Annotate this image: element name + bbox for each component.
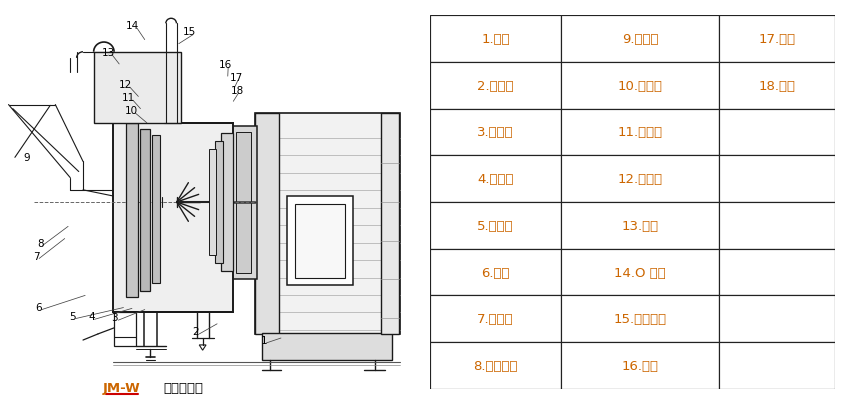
Bar: [719, 249, 835, 296]
Bar: [430, 202, 561, 249]
Text: 18: 18: [231, 86, 244, 96]
Bar: [430, 109, 561, 156]
Bar: [430, 249, 561, 296]
Text: 16: 16: [219, 60, 233, 70]
Text: 5: 5: [69, 311, 76, 321]
Text: 14.O 型圈: 14.O 型圈: [615, 266, 666, 279]
Text: 3.排漏口: 3.排漏口: [477, 126, 514, 139]
Bar: [719, 109, 835, 156]
Text: 8: 8: [37, 238, 44, 248]
Bar: [113, 124, 233, 312]
Bar: [719, 63, 835, 109]
Text: 9.加料攷: 9.加料攷: [622, 33, 658, 46]
Bar: [561, 16, 719, 63]
Text: 7.调节盘: 7.调节盘: [477, 312, 514, 326]
Text: 12.静磨盘: 12.静磨盘: [618, 173, 663, 186]
Bar: [430, 156, 561, 202]
Bar: [126, 124, 137, 298]
Text: 7: 7: [34, 251, 40, 261]
Bar: [141, 130, 150, 292]
Bar: [236, 132, 251, 273]
Text: 17.轴承: 17.轴承: [759, 33, 796, 46]
Text: 18.端盖: 18.端盖: [759, 79, 796, 93]
Bar: [381, 113, 399, 334]
Bar: [561, 249, 719, 296]
Text: 9: 9: [23, 153, 30, 163]
Text: 1.底座: 1.底座: [481, 33, 510, 46]
Bar: [114, 312, 137, 346]
Bar: [719, 296, 835, 342]
Bar: [561, 63, 719, 109]
Text: 6.手柄: 6.手柄: [481, 266, 510, 279]
Bar: [255, 113, 400, 334]
Bar: [215, 142, 223, 263]
Bar: [94, 53, 181, 124]
Bar: [430, 63, 561, 109]
Bar: [561, 342, 719, 389]
Bar: [561, 296, 719, 342]
Text: 8.冷却接头: 8.冷却接头: [474, 359, 518, 372]
Text: 卧式膠體磨: 卧式膠體磨: [163, 382, 203, 394]
Text: 4: 4: [89, 312, 95, 322]
Text: 1: 1: [260, 335, 267, 345]
Bar: [719, 342, 835, 389]
Text: 3: 3: [111, 313, 118, 322]
Bar: [209, 150, 216, 255]
Bar: [255, 113, 279, 334]
Bar: [561, 202, 719, 249]
Bar: [153, 136, 160, 284]
Text: 15: 15: [183, 28, 196, 37]
Bar: [430, 16, 561, 63]
Text: 2: 2: [192, 326, 199, 336]
Text: 10.旋叶刀: 10.旋叶刀: [618, 79, 663, 93]
Text: 16.壳体: 16.壳体: [622, 359, 659, 372]
Text: 12: 12: [119, 80, 132, 90]
Text: JM-W: JM-W: [103, 382, 140, 394]
Bar: [719, 202, 835, 249]
Bar: [561, 109, 719, 156]
Text: 11: 11: [122, 93, 135, 103]
Text: 2.电动机: 2.电动机: [477, 79, 514, 93]
Text: 10: 10: [125, 106, 137, 116]
Text: 14: 14: [126, 21, 138, 31]
Text: 5.循环管: 5.循环管: [477, 219, 514, 232]
Bar: [719, 16, 835, 63]
Bar: [561, 156, 719, 202]
Text: 11.动磨盘: 11.动磨盘: [618, 126, 663, 139]
Bar: [262, 333, 392, 360]
Text: 6: 6: [35, 302, 41, 312]
Text: 13.刻度: 13.刻度: [622, 219, 659, 232]
Bar: [719, 156, 835, 202]
Bar: [295, 205, 346, 278]
Bar: [232, 126, 257, 279]
Text: 13: 13: [102, 48, 115, 58]
Bar: [287, 196, 353, 286]
Bar: [222, 134, 234, 271]
Bar: [430, 296, 561, 342]
Text: 17: 17: [229, 73, 243, 83]
Text: 4.出料口: 4.出料口: [477, 173, 514, 186]
Text: 15.机械密封: 15.机械密封: [614, 312, 667, 326]
Bar: [430, 342, 561, 389]
